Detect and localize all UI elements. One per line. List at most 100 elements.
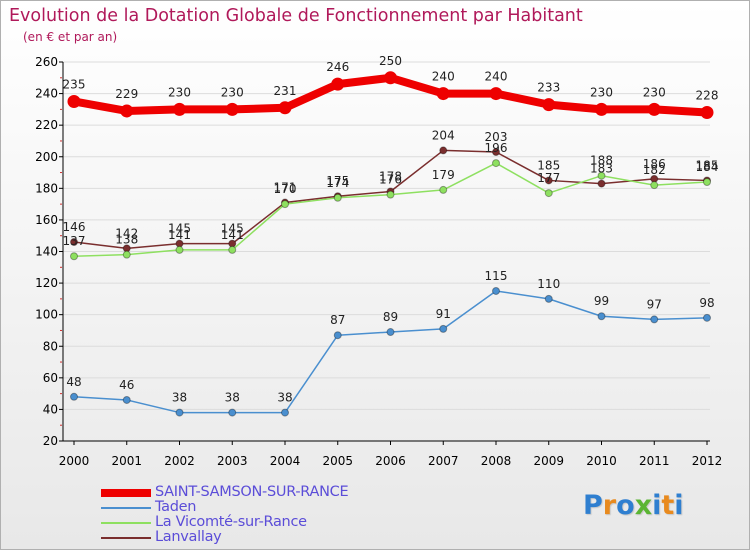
x-tick-label: 2004: [270, 454, 301, 468]
data-point: [650, 315, 659, 324]
data-point: [67, 94, 81, 108]
data-point: [386, 190, 395, 199]
x-tick-label: 2002: [164, 454, 195, 468]
data-label: 246: [326, 60, 349, 74]
x-tick-label: 2010: [586, 454, 617, 468]
data-label: 203: [485, 130, 508, 144]
data-label: 240: [432, 70, 455, 84]
data-point: [384, 71, 397, 85]
legend-swatch: [101, 537, 151, 539]
data-point: [281, 408, 289, 417]
data-point: [439, 185, 448, 194]
legend-swatch: [101, 522, 151, 524]
logo-letter: i: [674, 490, 684, 521]
y-tick-label: 240: [35, 87, 58, 101]
data-point: [650, 181, 659, 190]
data-label: 138: [115, 233, 138, 247]
legend-swatch: [101, 507, 151, 509]
data-point: [597, 179, 606, 188]
chart-subtitle: (en € et par an): [23, 30, 118, 44]
data-point: [228, 245, 237, 254]
data-label: 89: [383, 310, 398, 324]
data-point: [597, 171, 606, 180]
data-point: [278, 101, 292, 115]
legend-label: La Vicomté-sur-Rance: [155, 514, 307, 530]
data-label: 233: [537, 81, 560, 95]
logo-letter: o: [616, 490, 635, 521]
y-tick-label: 20: [43, 434, 58, 448]
logo-letter: P: [583, 490, 603, 521]
y-tick-label: 200: [35, 150, 58, 164]
x-tick-label: 2008: [481, 454, 512, 468]
data-label: 141: [221, 228, 244, 242]
data-label: 230: [643, 85, 666, 99]
y-tick-label: 180: [35, 181, 58, 195]
data-label: 184: [696, 160, 719, 174]
x-tick-label: 2006: [375, 454, 406, 468]
data-label: 174: [326, 176, 349, 190]
data-label: 228: [696, 89, 719, 103]
data-point: [175, 245, 184, 254]
data-label: 186: [643, 157, 666, 171]
data-label: 176: [379, 173, 402, 187]
y-tick-label: 80: [43, 339, 58, 353]
x-tick-label: 2012: [692, 454, 723, 468]
logo-letter: t: [661, 490, 675, 521]
y-tick-label: 160: [35, 213, 58, 227]
data-point: [544, 189, 553, 198]
data-point: [703, 313, 711, 322]
data-point: [331, 77, 345, 91]
data-label: 231: [274, 84, 297, 98]
data-label: 250: [379, 54, 402, 68]
data-label: 115: [485, 269, 508, 283]
data-point: [492, 159, 500, 168]
data-point: [70, 392, 78, 401]
data-label: 230: [221, 85, 244, 99]
data-label: 38: [277, 391, 292, 405]
data-label: 178: [379, 169, 402, 183]
data-label: 38: [172, 391, 187, 405]
data-point: [175, 408, 184, 417]
data-label: 146: [63, 220, 86, 234]
y-tick-label: 140: [35, 245, 58, 259]
data-label: 175: [326, 174, 349, 188]
data-label: 145: [221, 222, 244, 236]
data-point: [386, 328, 395, 337]
data-label: 46: [119, 378, 134, 392]
legend-label: Lanvallay: [155, 529, 222, 545]
data-label: 171: [274, 181, 297, 195]
data-point: [120, 104, 134, 118]
data-label: 97: [647, 297, 662, 311]
data-point: [492, 286, 500, 295]
chart-title: Evolution de la Dotation Globale de Fonc…: [9, 6, 583, 26]
data-label: 185: [537, 158, 560, 172]
data-label: 240: [485, 70, 508, 84]
data-point: [70, 252, 78, 261]
x-tick-label: 2000: [59, 454, 90, 468]
data-point: [597, 312, 606, 321]
data-point: [436, 87, 450, 101]
data-label: 235: [63, 77, 86, 91]
data-label: 196: [485, 141, 508, 155]
data-label: 137: [63, 234, 86, 248]
data-point: [544, 176, 553, 185]
data-label: 145: [168, 222, 191, 236]
x-tick-label: 2007: [428, 454, 459, 468]
data-label: 229: [115, 87, 138, 101]
data-label: 177: [537, 171, 560, 185]
data-point: [595, 102, 608, 116]
data-point: [542, 98, 556, 112]
data-label: 182: [643, 163, 666, 177]
x-tick-label: 2001: [111, 454, 142, 468]
data-point: [647, 102, 661, 116]
data-label: 91: [436, 307, 451, 321]
data-label: 142: [115, 226, 138, 240]
data-label: 230: [168, 85, 191, 99]
data-label: 183: [590, 162, 613, 176]
data-label: 87: [330, 313, 345, 327]
data-label: 230: [590, 85, 613, 99]
data-point: [489, 87, 503, 101]
y-tick-label: 260: [35, 55, 58, 69]
data-point: [439, 324, 448, 333]
data-point: [333, 331, 342, 340]
